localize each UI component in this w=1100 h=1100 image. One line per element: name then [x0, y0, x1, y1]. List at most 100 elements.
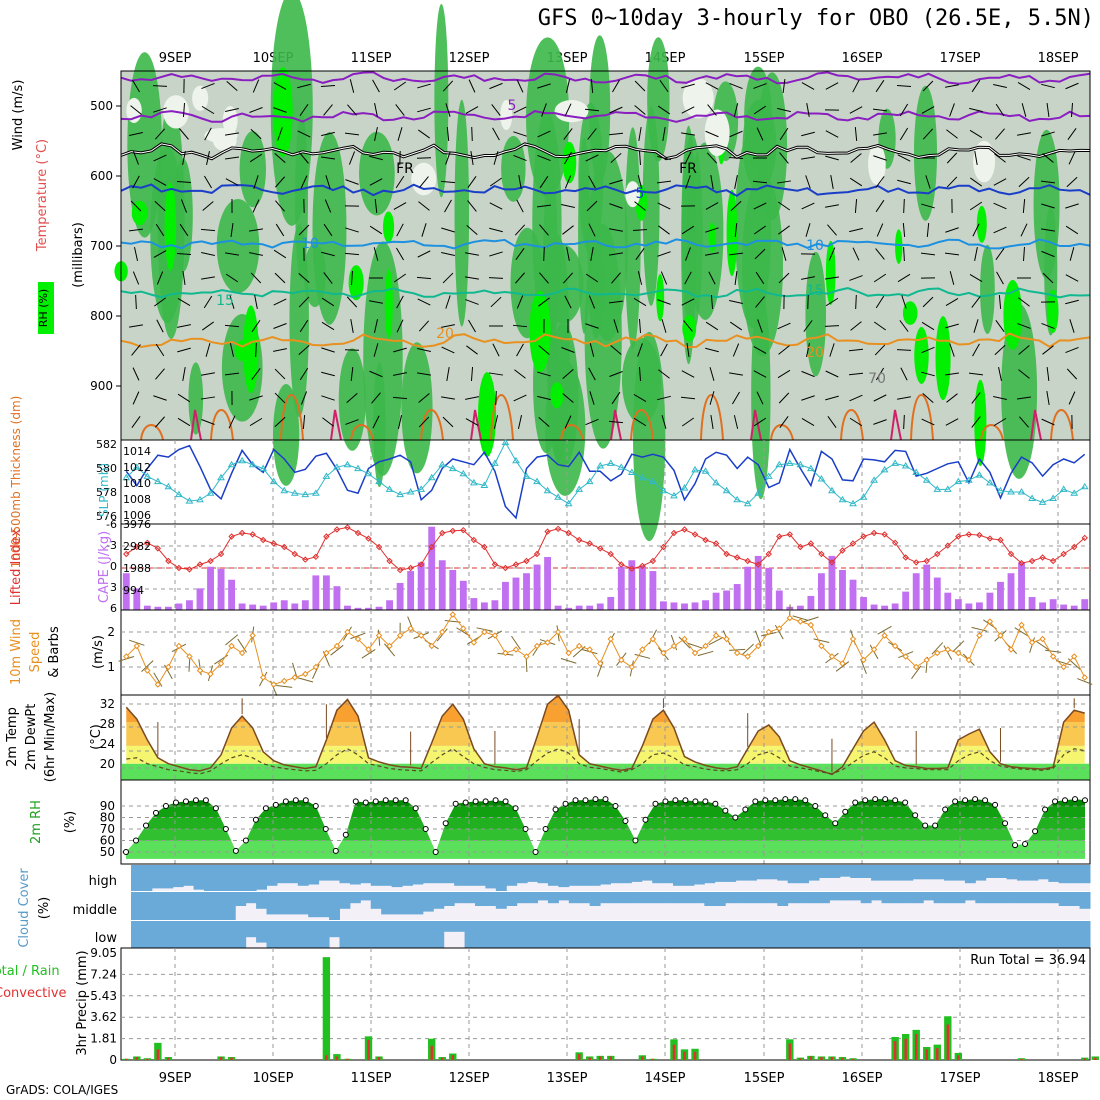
- rh-point: [972, 796, 979, 803]
- lifted-index-point: [849, 540, 857, 547]
- cloud-cover-bar: [902, 865, 914, 881]
- wind-barb: [903, 198, 905, 214]
- wind-barb: [176, 180, 192, 184]
- lifted-index-point: [375, 543, 383, 551]
- cloud-cover-bar: [141, 892, 153, 920]
- temperature-contour: [350, 424, 374, 441]
- rh-point: [252, 816, 259, 823]
- wind-barb: [637, 175, 643, 189]
- rh-point: [442, 820, 449, 827]
- rh-contour: [682, 315, 697, 342]
- wind-barb: [729, 299, 743, 305]
- precip-convective-bar: [693, 1051, 697, 1060]
- wind-barb: [706, 152, 718, 164]
- rh-legend-swatch: [38, 282, 54, 334]
- wind-barb: [899, 127, 909, 141]
- wind-barb: [926, 222, 930, 238]
- wind-speed-point: [639, 646, 646, 653]
- wind-barb: [946, 152, 958, 164]
- cloud-cover-bar: [506, 921, 518, 948]
- wind-barb: [925, 175, 931, 189]
- wind-barb: [971, 296, 981, 308]
- cloud-cover-bar: [964, 865, 976, 884]
- cloud-cover-bar: [402, 892, 413, 915]
- precip-convective-bar: [135, 1057, 139, 1060]
- wind-barb: [201, 82, 215, 90]
- wind-barb: [182, 102, 186, 118]
- wind-barb: [572, 646, 586, 658]
- cloud-cover-bar: [214, 921, 226, 948]
- lifted-index-point: [554, 525, 562, 533]
- cape-bar: [154, 606, 162, 610]
- temperature-contour: [980, 424, 1004, 441]
- thickness-point: [659, 486, 668, 494]
- wind-speed-point: [1060, 663, 1067, 671]
- cloud-cover-bar: [662, 865, 674, 884]
- cloud-cover-bar: [589, 921, 601, 948]
- wind-barb: [586, 200, 598, 212]
- wind-barb: [131, 416, 141, 428]
- cloud-cover-bar: [412, 921, 424, 948]
- wind-barb: [825, 130, 839, 138]
- cloud-cover-bar: [318, 921, 330, 948]
- lifted-index-point: [302, 556, 309, 563]
- cloud-cover-bar: [850, 921, 862, 948]
- wind-speed-point: [607, 635, 614, 643]
- wind-barb: [133, 247, 139, 261]
- wind-speed-point: [702, 642, 709, 650]
- wind-barb: [562, 272, 574, 284]
- wind-speed-point: [723, 635, 730, 643]
- wind-barb: [344, 252, 360, 256]
- wind-barb: [1020, 223, 1028, 237]
- precip-convective-bar: [799, 1058, 802, 1060]
- cape-bar: [407, 571, 415, 610]
- wind-barb: [753, 417, 767, 427]
- lifted-index-point: [354, 529, 362, 537]
- cloud-cover-bar: [339, 921, 351, 948]
- thickness-point: [838, 495, 847, 503]
- wind-barb: [611, 272, 621, 284]
- cloud-cover-bar: [600, 892, 611, 904]
- wind-barb: [564, 415, 572, 429]
- cloud-cover-bar: [912, 865, 924, 880]
- wind-speed-point: [302, 670, 309, 678]
- wind-barb: [466, 225, 478, 235]
- cloud-cover-bar: [422, 921, 434, 948]
- date-label-bottom: 13SEP: [547, 1071, 588, 1086]
- rh-point: [782, 796, 789, 803]
- cloud-cover-bar: [360, 865, 372, 884]
- date-label-bottom: 17SEP: [940, 1071, 981, 1086]
- cloud-cover-bar: [297, 921, 309, 948]
- wind-barb: [298, 344, 310, 356]
- wind-barb: [442, 272, 454, 284]
- rh-point: [682, 797, 689, 804]
- wind-barb: [541, 103, 547, 117]
- wind-barb: [634, 80, 646, 92]
- wind-barb: [440, 180, 456, 184]
- lifted-index-point: [997, 536, 1004, 544]
- wind-barb: [152, 85, 168, 87]
- wind-barb: [946, 393, 958, 403]
- wind-barb: [875, 248, 885, 260]
- rh-contour: [164, 182, 177, 271]
- wind-barb: [491, 104, 501, 116]
- wind-barb: [830, 175, 834, 189]
- cloud-cover-bar: [349, 921, 361, 948]
- temperature-contour: [700, 394, 724, 441]
- precip-convective-bar: [156, 1049, 160, 1060]
- rh-point: [282, 798, 289, 805]
- wind-barb: [921, 346, 935, 354]
- wind-barb: [446, 126, 450, 142]
- wind-barb: [393, 202, 407, 210]
- wind-barb: [609, 371, 623, 377]
- wind-barb: [470, 366, 474, 382]
- cloud-cover-bar: [495, 921, 507, 948]
- cloud-cover-bar: [495, 865, 507, 891]
- wind-barb: [903, 414, 905, 430]
- wind-barb: [777, 107, 791, 113]
- wind-barb: [249, 228, 263, 232]
- contour-label: 15: [806, 283, 824, 299]
- rh-contour: [1003, 279, 1023, 350]
- lifted-index-tick-label: 0: [110, 560, 117, 573]
- wind-barb: [374, 103, 378, 117]
